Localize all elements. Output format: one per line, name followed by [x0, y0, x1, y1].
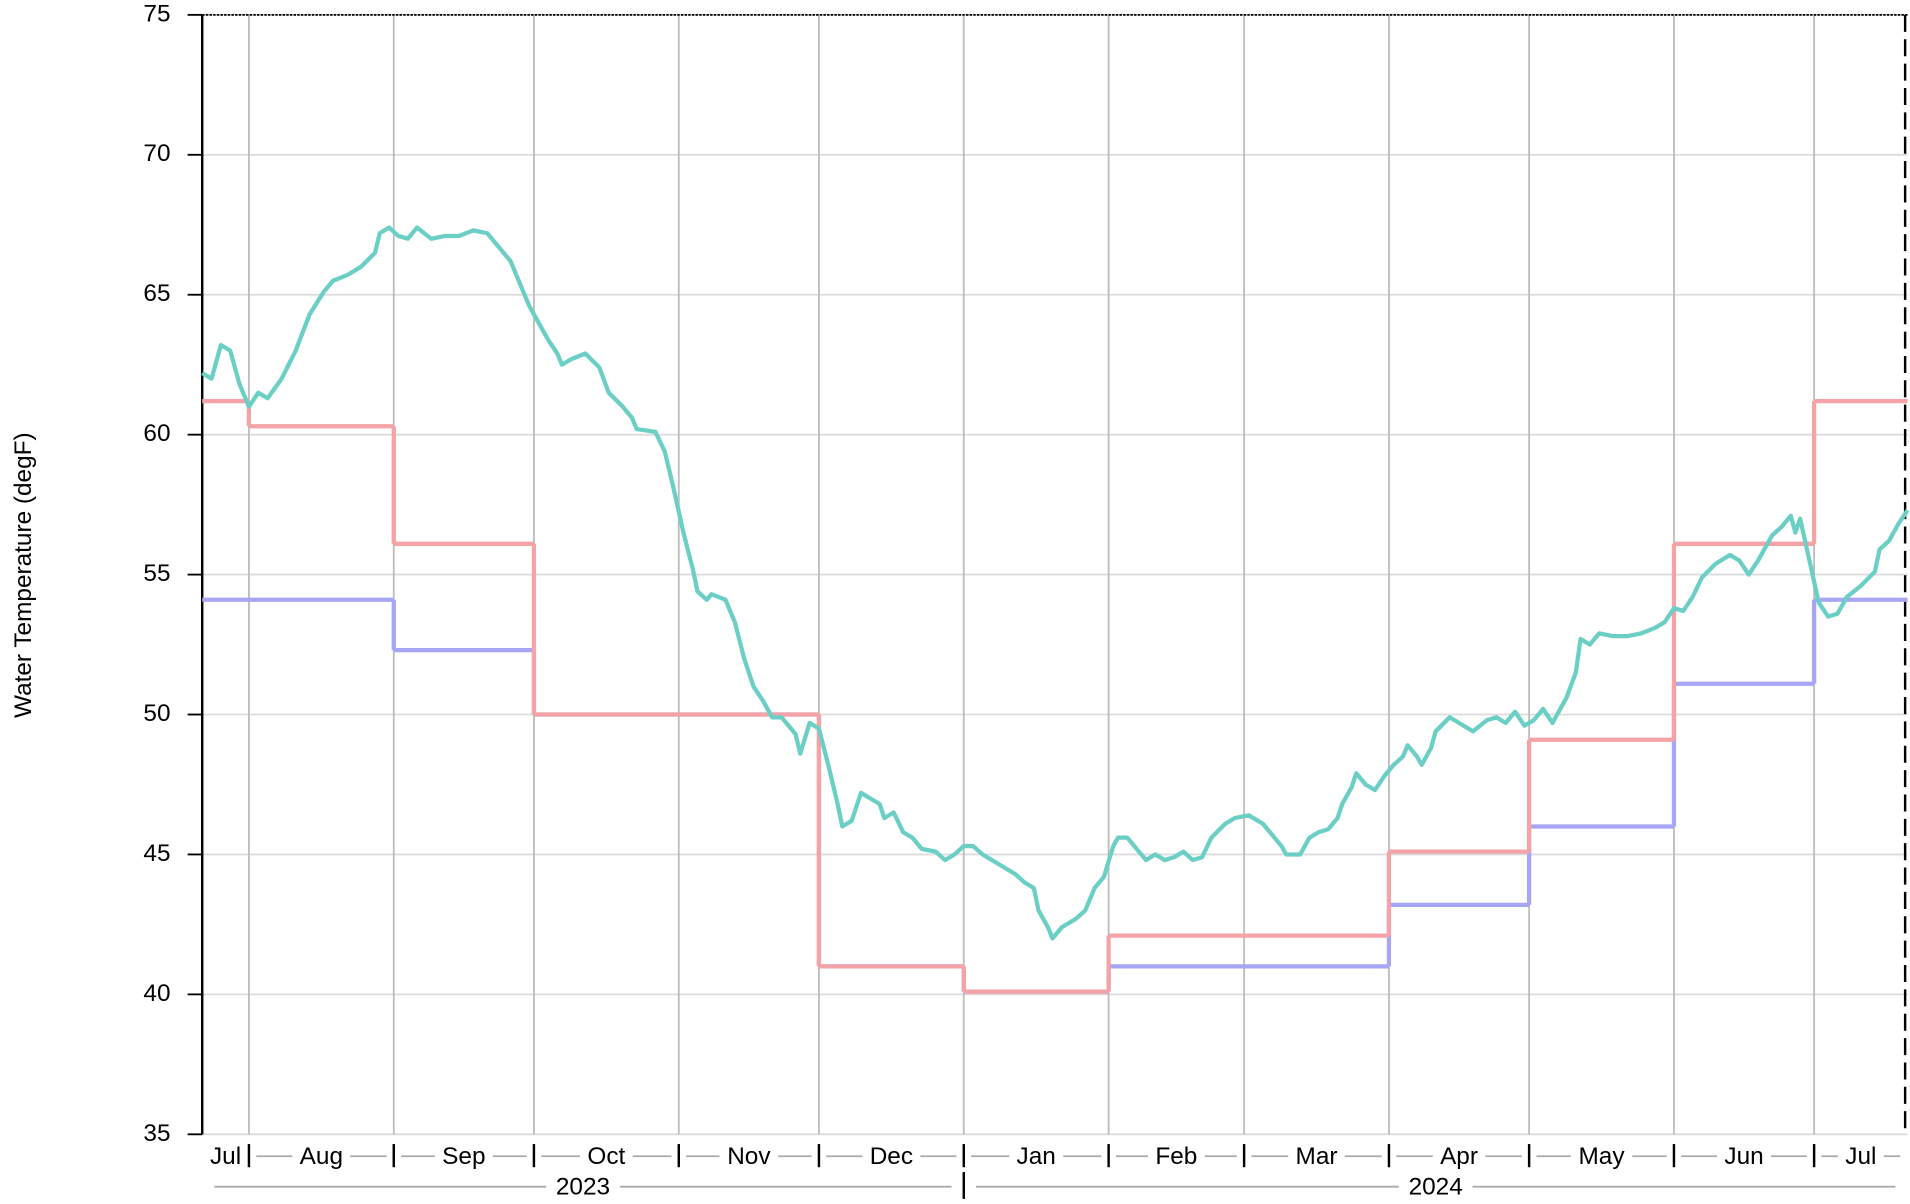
x-tick-label: Aug	[300, 1143, 343, 1170]
y-tick-label: 40	[143, 980, 170, 1007]
x-tick-label: Nov	[727, 1143, 771, 1170]
x-tick-label: Jan	[1017, 1143, 1056, 1170]
temperature-line	[201, 225, 1910, 941]
x-tick-label: May	[1579, 1143, 1626, 1170]
year-label: 2024	[1409, 1173, 1463, 1200]
x-tick-label: Jun	[1724, 1143, 1763, 1170]
x-tick-label: Apr	[1440, 1143, 1478, 1170]
y-tick-label: 45	[143, 840, 170, 867]
x-tick-label: Jul	[1845, 1143, 1876, 1170]
x-tick-label: Feb	[1155, 1143, 1197, 1170]
y-tick-label: 65	[143, 280, 170, 307]
y-tick-label: 70	[143, 140, 170, 167]
x-tick-label: Dec	[870, 1143, 913, 1170]
x-tick-label: Sep	[442, 1143, 485, 1170]
y-tick-label: 75	[143, 0, 170, 27]
y-axis-label: Water Temperature (degF)	[10, 432, 37, 718]
year-label: 2023	[556, 1173, 610, 1200]
y-tick-label: 60	[143, 420, 170, 447]
x-tick-label: Oct	[587, 1143, 625, 1170]
step-connector	[246, 401, 1817, 992]
x-tick-label: Jul	[210, 1143, 241, 1170]
y-tick-label: 55	[143, 560, 170, 587]
y-tick-label: 35	[143, 1120, 170, 1147]
y-tick-label: 50	[143, 700, 170, 727]
x-tick-label: Mar	[1296, 1143, 1338, 1170]
